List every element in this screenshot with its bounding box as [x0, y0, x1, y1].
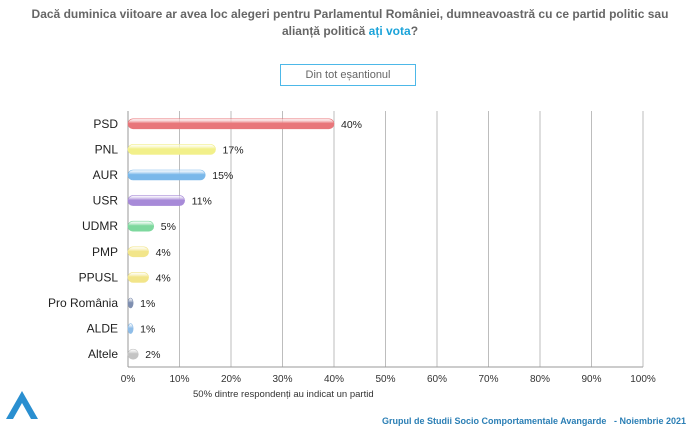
category-label: AUR	[93, 168, 119, 182]
bar-ppusl	[127, 272, 149, 283]
category-label: USR	[93, 194, 119, 208]
category-label: PNL	[95, 142, 119, 156]
x-tick-label: 70%	[478, 374, 498, 385]
value-label: 5%	[161, 221, 176, 233]
value-label: 17%	[223, 144, 244, 156]
bar-pro-românia	[127, 297, 134, 309]
value-label: 15%	[212, 170, 233, 182]
bar-alde	[127, 323, 134, 334]
bar-udmr	[127, 220, 155, 232]
sample-filter-button[interactable]: Din tot eșantionul	[280, 64, 416, 86]
value-label: 1%	[140, 298, 155, 310]
x-tick-label: 100%	[630, 374, 656, 385]
x-tick-label: 10%	[169, 374, 189, 385]
x-tick-label: 20%	[221, 374, 241, 385]
value-label: 40%	[341, 119, 362, 131]
category-label: PSD	[93, 117, 118, 131]
question-highlight: ați vota	[368, 24, 411, 38]
category-label: PPUSL	[79, 270, 119, 284]
category-label: PMP	[92, 245, 118, 259]
question-title: Dacă duminica viitoare ar avea loc alege…	[10, 6, 690, 40]
question-line2: alianță politică	[281, 24, 369, 38]
x-tick-label: 80%	[530, 374, 550, 385]
x-tick-label: 50%	[375, 374, 395, 385]
question-mark: ?	[410, 24, 419, 38]
footnote: 50% dintre respondenți au indicat un par…	[193, 389, 374, 400]
category-label: Pro România	[48, 296, 118, 310]
sample-filter-label: Din tot eșantionul	[305, 69, 391, 81]
value-label: 11%	[192, 196, 212, 208]
bar-aur	[127, 169, 206, 181]
value-label: 4%	[156, 247, 171, 259]
bar-psd	[127, 118, 335, 130]
footer-date: Noiembrie 2021	[619, 416, 686, 426]
x-tick-label: 40%	[324, 374, 344, 385]
value-label: 4%	[156, 272, 171, 284]
source-name: Grupul de Studii Socio Comportamentale A…	[382, 416, 607, 426]
bar-altele	[127, 348, 139, 360]
category-label: UDMR	[82, 219, 118, 233]
x-tick-label: 60%	[427, 374, 447, 385]
x-tick-label: 0%	[121, 374, 136, 385]
value-label: 1%	[140, 324, 155, 336]
category-label: Altele	[88, 347, 118, 361]
labels: 0% 10% 20% 30% 40% 50% 60% 70% 80% 90% 100% PSD 40% P…	[48, 117, 656, 385]
footer-separator: -	[613, 416, 617, 426]
category-label: ALDE	[87, 322, 118, 336]
question-line1: Dacă duminica viitoare ar avea loc alege…	[31, 7, 669, 21]
x-tick-label: 90%	[581, 374, 601, 385]
source-footer: Grupul de Studii Socio Comportamentale A…	[382, 416, 686, 426]
value-label: 2%	[145, 349, 160, 361]
bar-pnl	[127, 144, 216, 155]
x-tick-label: 30%	[272, 374, 292, 385]
avangarde-logo-icon	[6, 391, 38, 419]
bars	[127, 118, 335, 360]
bar-usr	[127, 195, 185, 206]
bar-pmp	[127, 246, 149, 258]
